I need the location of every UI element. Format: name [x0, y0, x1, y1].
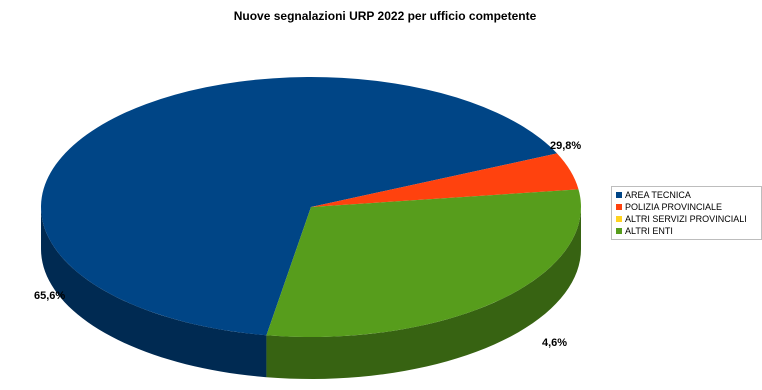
legend-item-area-tecnica: AREA TECNICA	[616, 189, 761, 201]
legend-swatch	[616, 192, 622, 198]
data-label-altri-enti: 29,8%	[550, 140, 582, 152]
legend-item-altri-servizi-provinciali: ALTRI SERVIZI PROVINCIALI	[616, 213, 761, 225]
pie-side-area-tecnica	[41, 207, 267, 378]
legend-swatch	[616, 216, 622, 222]
pie-slice-altri-enti	[266, 189, 581, 338]
pie-slice-polizia-provinciale	[311, 153, 579, 207]
legend-swatch	[616, 228, 622, 234]
legend-item-altri-enti: ALTRI ENTI	[616, 225, 761, 237]
chart-title: Nuove segnalazioni URP 2022 per ufficio …	[233, 9, 537, 23]
data-label-polizia-provinciale: 4,6%	[542, 337, 568, 349]
legend: AREA TECNICA POLIZIA PROVINCIALE ALTRI S…	[611, 186, 762, 240]
pie-slice-area-tecnica	[41, 77, 558, 336]
legend-swatch	[616, 204, 622, 210]
legend-item-polizia-provinciale: POLIZIA PROVINCIALE	[616, 201, 761, 213]
legend-label: POLIZIA PROVINCIALE	[625, 202, 723, 212]
legend-label: AREA TECNICA	[625, 190, 691, 200]
legend-label: ALTRI ENTI	[625, 226, 673, 236]
pie-side-altri-enti	[266, 207, 581, 379]
legend-label: ALTRI SERVIZI PROVINCIALI	[625, 214, 747, 224]
data-label-area-tecnica: 65,6%	[34, 290, 66, 302]
